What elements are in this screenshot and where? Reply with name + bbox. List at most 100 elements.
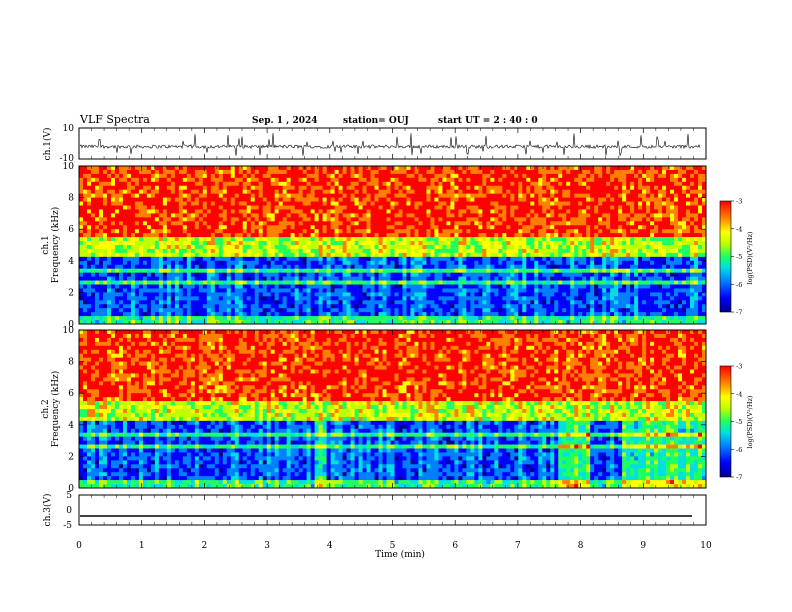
spectrogram-cell — [482, 233, 487, 238]
spectrogram-cell — [486, 225, 491, 230]
spectrogram-cell — [518, 201, 523, 206]
spectrogram-cell — [510, 300, 515, 305]
spectrogram-cell — [526, 245, 531, 250]
spectrogram-cell — [518, 177, 523, 183]
spectrogram-cell — [490, 260, 495, 266]
spectrogram-cell — [326, 189, 331, 194]
spectrogram-cell — [298, 245, 303, 250]
spectrogram-cell — [94, 316, 100, 321]
spectrogram-cell — [350, 272, 355, 277]
spectrogram-cell — [174, 197, 180, 202]
spectrogram-cell — [194, 169, 200, 175]
spectrogram-cell — [262, 173, 267, 179]
spectrogram-cell — [142, 177, 148, 183]
spectrogram-cell — [354, 284, 359, 289]
spectrogram-cell — [410, 185, 415, 190]
spectrogram-cell — [514, 166, 519, 171]
spectrogram-cell — [198, 260, 204, 266]
spectrogram-cell — [334, 280, 339, 285]
spectrogram-cell — [474, 189, 479, 194]
spectrogram-cell — [566, 181, 571, 187]
spectrogram-cell — [266, 264, 271, 269]
spectrogram-cell — [554, 177, 559, 183]
spectrogram-cell — [522, 300, 527, 305]
spectrogram-cell — [262, 166, 267, 171]
spectrogram-cell — [178, 288, 184, 293]
spectrogram-cell — [190, 312, 196, 317]
spectrogram-cell — [390, 248, 395, 254]
spectrogram-cell — [402, 300, 407, 305]
spectrogram-cell — [214, 245, 220, 250]
spectrogram-cell — [158, 177, 164, 183]
spectrogram-cell — [282, 189, 287, 194]
spectrogram-cell — [194, 300, 200, 305]
spectrogram-cell — [250, 264, 256, 269]
spectrogram-cell — [170, 252, 176, 258]
spectrogram-cell — [342, 177, 347, 183]
spectrogram-cell — [434, 288, 439, 293]
spectrogram-cell — [178, 248, 184, 254]
spectrogram-cell — [178, 268, 184, 273]
spectrogram-cell — [434, 209, 439, 214]
spectrogram-cell — [426, 217, 431, 222]
spectrogram-cell — [154, 166, 160, 171]
spectrogram-cell — [510, 256, 515, 262]
spectrogram-cell — [278, 296, 283, 301]
spectrogram-cell — [110, 276, 116, 281]
spectrogram-cell — [366, 185, 371, 190]
spectrogram-cell — [106, 185, 112, 190]
spectrogram-cell — [98, 288, 104, 293]
spectrogram-cell — [374, 166, 379, 171]
spectrogram-cell — [79, 288, 84, 293]
spectrogram-cell — [342, 252, 347, 258]
spectrogram-cell — [442, 272, 447, 277]
spectrogram-cell — [394, 209, 399, 214]
spectrogram-cell — [98, 320, 104, 325]
spectrogram-cell — [306, 304, 311, 309]
spectrogram-cell — [210, 166, 216, 171]
spectrogram-cell — [482, 284, 487, 289]
spectrogram-cell — [418, 181, 423, 187]
spectrogram-cell — [170, 288, 176, 293]
spectrogram-cell — [394, 292, 399, 297]
spectrogram-cell — [386, 264, 391, 269]
spectrogram-cell — [190, 209, 196, 214]
spectrogram-cell — [222, 173, 228, 179]
spectrogram-cell — [518, 260, 523, 266]
spectrogram-cell — [378, 320, 383, 325]
spectrogram-cell — [518, 300, 523, 305]
spectrogram-cell — [238, 312, 244, 317]
spectrogram-cell — [166, 237, 172, 242]
spectrogram-cell — [410, 280, 415, 285]
spectrogram-cell — [222, 260, 228, 266]
spectrogram-cell — [474, 280, 479, 285]
spectrogram-cell — [222, 256, 228, 262]
spectrogram-cell — [534, 308, 539, 313]
spectrogram-cell — [366, 284, 371, 289]
spectrogram-cell — [526, 233, 531, 238]
spectrogram-cell — [470, 166, 475, 171]
spectrogram-cell — [462, 296, 467, 301]
spectrogram-cell — [270, 260, 275, 266]
spectrogram-cell — [550, 205, 555, 210]
spectrogram-cell — [274, 272, 279, 277]
spectrogram-cell — [222, 217, 228, 222]
spectrogram-cell — [166, 205, 172, 210]
spectrogram-cell — [218, 248, 224, 254]
spectrogram-cell — [362, 312, 367, 317]
spectrogram-cell — [518, 256, 523, 262]
spectrogram-cell — [318, 229, 323, 234]
spectrogram-cell — [490, 209, 495, 214]
spectrogram-cell — [570, 312, 575, 317]
spectrogram-cell — [518, 169, 523, 175]
spectrogram-cell — [166, 197, 172, 202]
spectrogram-cell — [554, 316, 559, 321]
spectrogram-cell — [446, 225, 451, 230]
spectrogram-cell — [498, 241, 503, 246]
spectrogram-cell — [182, 205, 188, 210]
spectrogram-cell — [126, 209, 132, 214]
spectrogram-cell — [310, 181, 315, 187]
spectrogram-cell — [79, 209, 84, 214]
spectrogram-cell — [158, 221, 164, 226]
spectrogram-cell — [150, 169, 156, 175]
